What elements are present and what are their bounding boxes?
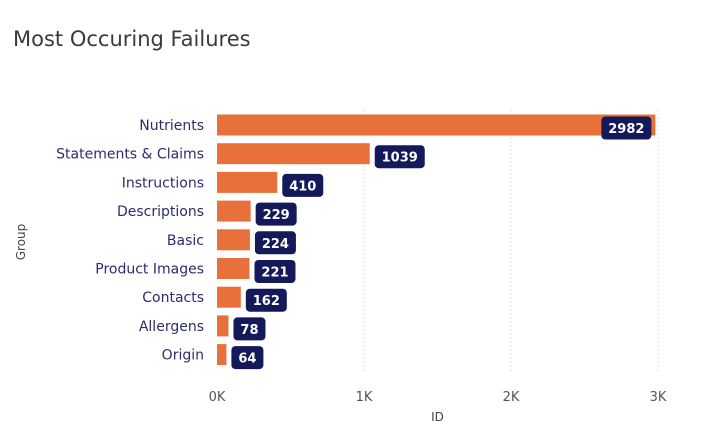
category-label: Basic [167,233,204,249]
data-label-box [231,346,264,370]
category-label: Origin [162,348,204,364]
category-label: Instructions [122,175,204,191]
data-label: 410 [289,179,316,194]
bar [217,229,250,251]
bar [217,344,227,366]
category-label: Allergens [139,319,204,335]
data-label-box [254,231,296,255]
chart-title: Most Occuring Failures [13,27,251,51]
data-label: 64 [238,352,256,367]
data-label-box [374,145,425,169]
x-tick-label: 2K [503,390,520,405]
data-label-box [282,173,324,197]
bar [217,258,250,279]
category-label: Product Images [95,262,204,278]
data-label-box [601,116,652,140]
x-tick-label: 3K [650,390,667,405]
category-label: Descriptions [117,204,204,220]
data-label-box [233,317,266,341]
data-label: 2982 [608,122,644,137]
category-label: Contacts [142,290,204,306]
y-axis-title: Group [14,224,28,261]
x-axis-title: ID [431,410,444,424]
data-label-box [254,260,296,283]
data-label: 229 [263,208,290,223]
bar [217,315,229,337]
data-label: 1039 [382,151,418,166]
x-tick-label: 1K [356,390,373,405]
category-label: Nutrients [139,118,204,134]
bar [217,143,370,165]
data-label: 221 [261,266,288,281]
data-label-box [255,202,297,226]
bar [217,114,656,136]
bar [217,171,278,193]
category-label: Statements & Claims [56,147,204,163]
x-tick-label: 0K [209,390,226,405]
bar [217,286,241,308]
data-label: 162 [253,294,280,309]
data-label: 78 [240,323,258,338]
data-label: 224 [262,237,289,252]
data-label-box [245,288,287,312]
bar [217,200,251,222]
